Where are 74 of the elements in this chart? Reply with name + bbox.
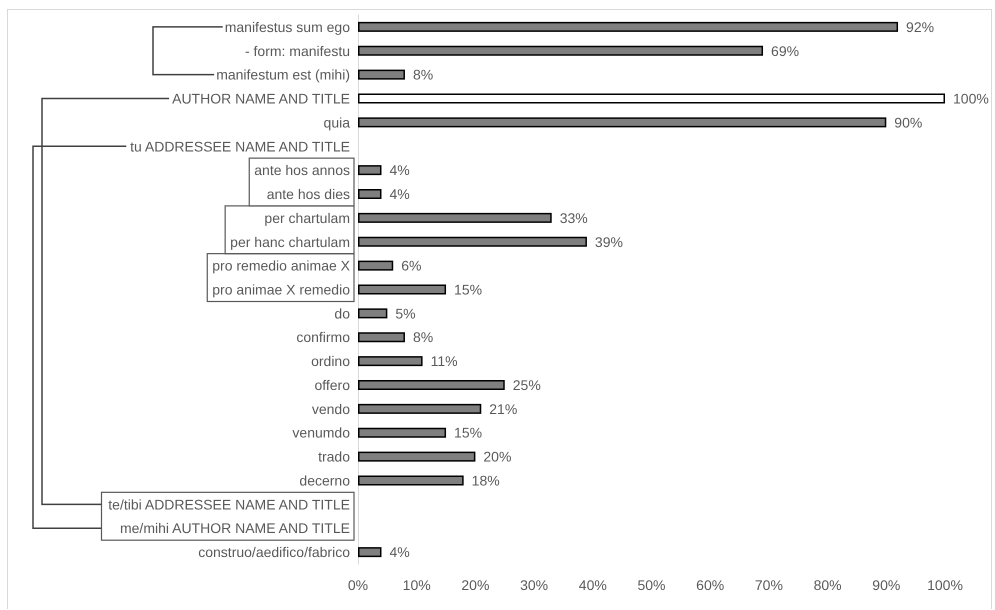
x-tick-label: 0% xyxy=(348,577,368,593)
y-tick-label: AUTHOR NAME AND TITLE xyxy=(172,90,350,107)
y-tick-label: per chartulam xyxy=(264,210,350,226)
data-label: 15% xyxy=(454,282,482,298)
y-tick-label: pro remedio animae X xyxy=(212,258,351,274)
y-tick-label: ante hos annos xyxy=(254,162,350,178)
x-tick-label: 50% xyxy=(637,577,666,593)
y-tick-label: manifestum est (mihi) xyxy=(216,66,350,83)
bar xyxy=(358,428,446,438)
data-label: 11% xyxy=(430,353,458,370)
x-tick-label: 80% xyxy=(814,577,842,593)
data-label: 4% xyxy=(389,544,410,560)
data-label: 69% xyxy=(771,42,800,59)
x-tick-label: 40% xyxy=(578,577,607,593)
data-label: 15% xyxy=(454,424,482,441)
data-label: 21% xyxy=(489,400,518,417)
x-tick-label: 10% xyxy=(402,577,431,593)
bar xyxy=(358,212,552,223)
bar xyxy=(358,332,405,342)
y-tick-label: ordino xyxy=(311,353,350,370)
y-tick-label: te/tibi ADDRESSEE NAME AND TITLE xyxy=(108,496,350,512)
y-tick-label: me/mihi AUTHOR NAME AND TITLE xyxy=(120,520,350,536)
data-label: 20% xyxy=(483,448,512,465)
bar xyxy=(358,475,464,486)
x-tick-label: 60% xyxy=(696,577,724,593)
data-label: 18% xyxy=(472,472,500,488)
y-tick-label: do xyxy=(334,305,350,322)
x-tick-label: 90% xyxy=(872,577,900,593)
bar xyxy=(358,22,898,32)
y-tick-label: ante hos dies xyxy=(266,186,350,202)
bar xyxy=(358,380,505,390)
bar xyxy=(358,236,587,247)
data-label: 4% xyxy=(389,162,410,178)
bar xyxy=(358,404,482,414)
y-tick-label: tu ADDRESSEE NAME AND TITLE xyxy=(130,138,350,154)
data-label: 92% xyxy=(906,18,934,35)
bar xyxy=(358,260,394,271)
bar xyxy=(358,547,382,558)
y-tick-label: - form: manifestu xyxy=(244,42,350,59)
x-tick-label: 20% xyxy=(461,577,490,593)
x-tick-label: 100% xyxy=(927,577,963,593)
bar xyxy=(358,189,382,200)
data-label: 4% xyxy=(389,186,410,202)
bar xyxy=(358,356,423,366)
y-tick-label: venumdo xyxy=(292,424,350,441)
bar xyxy=(358,117,886,128)
data-label: 100% xyxy=(953,90,989,107)
bar xyxy=(358,46,764,56)
data-label: 33% xyxy=(560,210,588,226)
data-label: 25% xyxy=(512,376,541,393)
data-label: 8% xyxy=(412,66,434,83)
y-tick-label: trado xyxy=(318,448,350,465)
bar xyxy=(358,284,446,294)
y-tick-label: vendo xyxy=(312,400,350,417)
x-tick-label: 70% xyxy=(754,577,783,593)
data-label: 90% xyxy=(894,114,922,130)
bar xyxy=(358,308,388,318)
data-label: 5% xyxy=(395,305,416,322)
y-tick-label: pro animae X remedio xyxy=(212,282,350,298)
data-label: 8% xyxy=(412,329,434,346)
data-label: 39% xyxy=(594,234,623,250)
bar xyxy=(358,452,476,462)
y-tick-label: manifestus sum ego xyxy=(224,18,350,35)
y-tick-label: offero xyxy=(314,376,350,393)
data-label: 6% xyxy=(401,258,422,274)
y-tick-label: quia xyxy=(324,114,350,130)
bar xyxy=(358,165,382,176)
x-tick-label: 30% xyxy=(520,577,548,593)
y-tick-label: confirmo xyxy=(296,329,350,346)
y-tick-label: per hanc chartulam xyxy=(230,234,350,250)
bar xyxy=(358,70,405,80)
y-tick-label: construo/aedifico/fabrico xyxy=(198,544,350,560)
bar xyxy=(358,94,945,104)
y-tick-label: decerno xyxy=(299,472,350,488)
